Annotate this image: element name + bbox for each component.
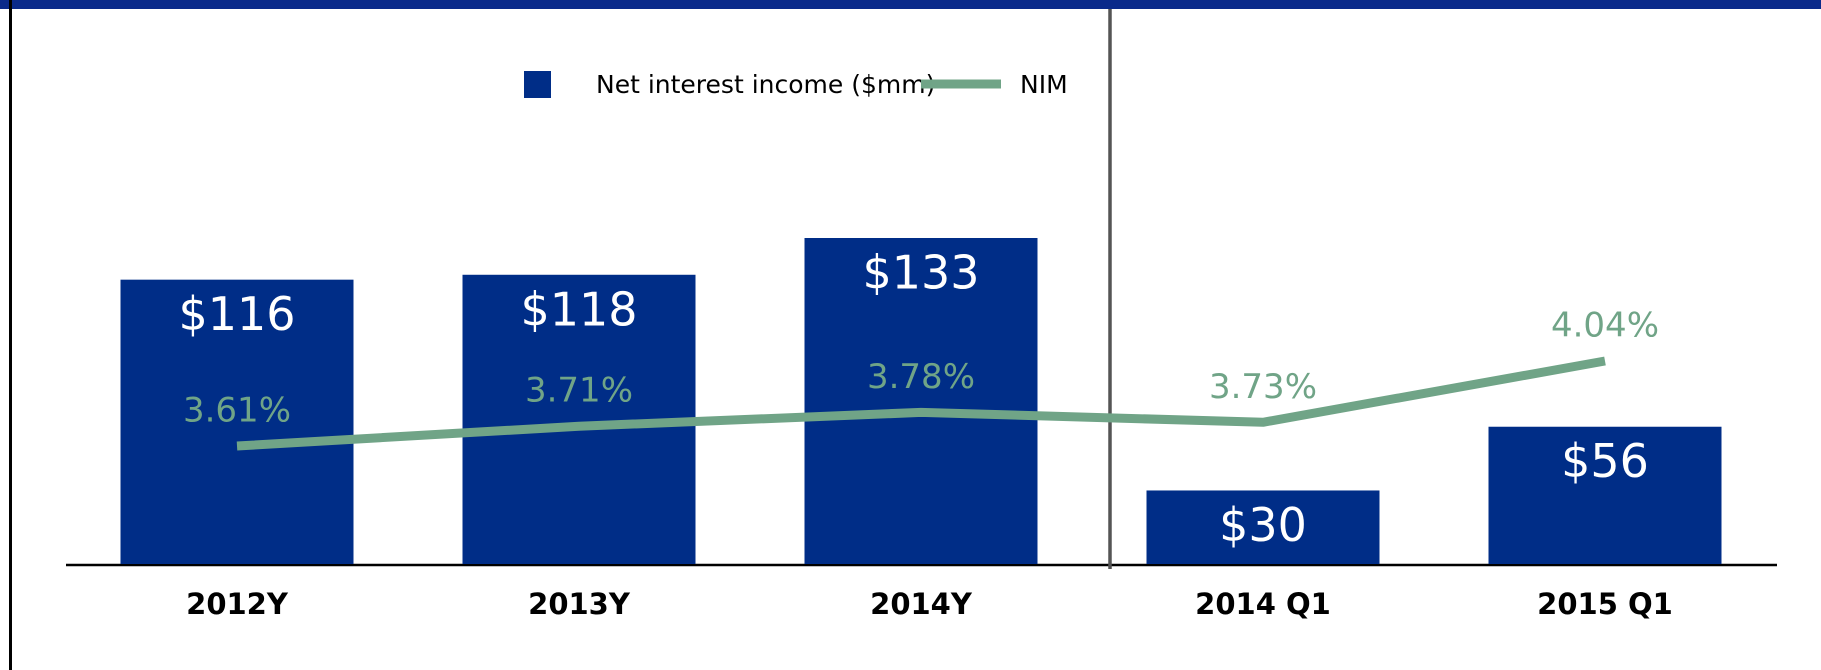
x-tick-label: 2013Y [528,587,631,621]
legend-label: Net interest income ($mm) [596,70,935,99]
bar-value-label: $56 [1561,434,1649,488]
line-value-label: 4.04% [1551,306,1659,346]
top-bar [0,0,1821,9]
bar [804,238,1038,564]
x-tick-label: 2015 Q1 [1537,587,1673,621]
bar [120,279,354,564]
bar [1488,426,1722,564]
bar-value-label: $116 [178,287,295,341]
line-value-label: 3.78% [867,357,975,397]
legend-swatch [524,71,551,98]
x-tick-label: 2012Y [186,587,289,621]
nim-line [236,356,1606,451]
x-tick-label: 2014 Q1 [1195,587,1331,621]
bar-value-label: $118 [520,282,637,336]
x-tick-label: 2014Y [870,587,973,621]
bar-value-label: $30 [1219,498,1307,552]
bar-value-label: $133 [862,246,979,300]
legend-label: NIM [1020,70,1068,99]
left-border [9,0,12,670]
line-value-label: 3.61% [183,391,291,431]
line-value-label: 3.71% [525,371,633,411]
bar [1146,490,1380,564]
line-value-label: 3.73% [1209,367,1317,407]
